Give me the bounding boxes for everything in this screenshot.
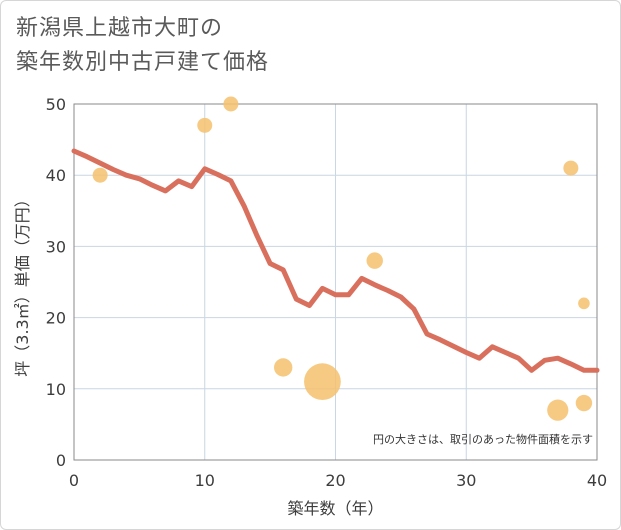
bubble-point <box>563 160 579 176</box>
y-tick-label: 10 <box>46 380 66 399</box>
bubble-point <box>578 297 590 310</box>
x-tick-label: 0 <box>69 471 79 490</box>
x-tick-label: 30 <box>456 471 476 490</box>
x-tick-label: 40 <box>587 471 607 490</box>
y-tick-label: 40 <box>46 166 66 185</box>
bubble-point <box>575 394 593 412</box>
bubble-point <box>547 399 569 421</box>
bubble-point <box>197 117 213 133</box>
y-tick-label: 0 <box>56 451 66 470</box>
chart-title-line-1: 新潟県上越市大町の <box>16 16 224 41</box>
plot-frame <box>73 103 598 461</box>
bubble-point <box>366 252 383 269</box>
bubble-point <box>274 358 293 377</box>
chart-title: 新潟県上越市大町の 築年数別中古戸建て価格 <box>16 12 269 80</box>
bubble-point <box>304 363 341 401</box>
bubble-size-note: 円の大きさは、取引のあった物件面積を示す <box>373 432 593 446</box>
y-tick-label: 30 <box>46 237 66 256</box>
x-axis-label: 築年数（年） <box>287 499 383 518</box>
x-tick-label: 20 <box>325 471 345 490</box>
x-tick-label: 10 <box>195 471 215 490</box>
chart-title-line-2: 築年数別中古戸建て価格 <box>16 50 270 75</box>
bubble-point <box>92 167 108 183</box>
bubble-point <box>223 96 239 112</box>
y-axis-label: 坪（3.3㎡）単価（万円） <box>13 191 32 376</box>
y-tick-label: 50 <box>46 95 66 114</box>
price-trend-line <box>71 148 600 373</box>
y-tick-label: 20 <box>46 309 66 328</box>
